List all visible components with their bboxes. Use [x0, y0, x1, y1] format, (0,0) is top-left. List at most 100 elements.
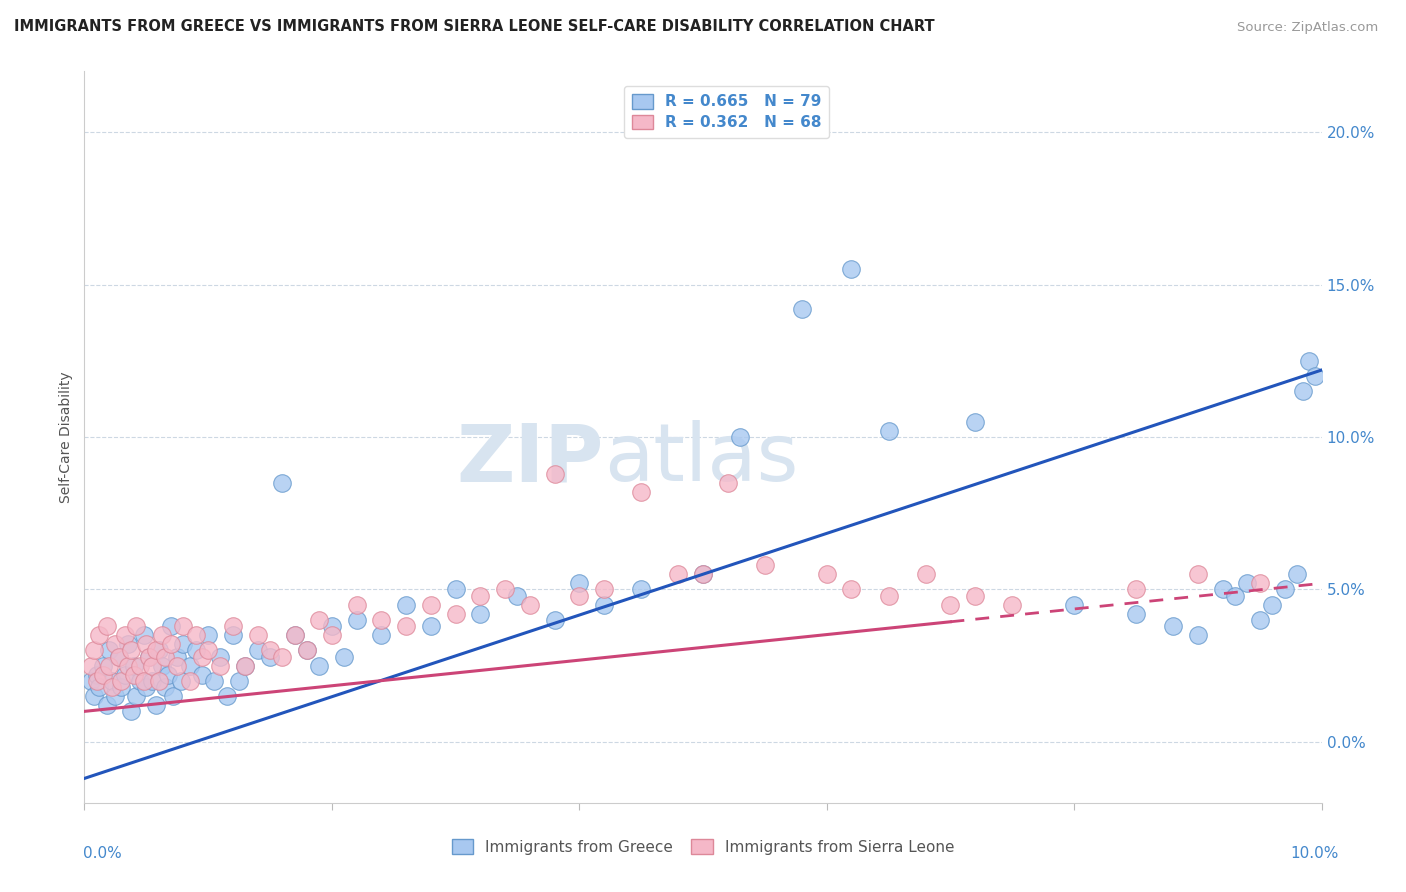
Point	[790, 301, 813, 317]
Point	[209, 649, 232, 664]
Point	[114, 628, 136, 642]
Point	[89, 680, 111, 694]
Point	[1249, 613, 1271, 627]
Text: IMMIGRANTS FROM GREECE VS IMMIGRANTS FROM SIERRA LEONE SELF-CARE DISABILITY CORR: IMMIGRANTS FROM GREECE VS IMMIGRANTS FRO…	[14, 20, 935, 34]
Point	[96, 619, 118, 633]
Point	[132, 673, 155, 688]
Point	[91, 667, 114, 681]
Point	[370, 628, 392, 642]
Point	[1212, 582, 1234, 597]
Point	[259, 649, 281, 664]
Text: 10.0%: 10.0%	[1291, 847, 1339, 861]
Point	[321, 628, 343, 642]
Point	[692, 567, 714, 582]
Point	[284, 628, 307, 642]
Point	[148, 673, 170, 688]
Point	[914, 567, 936, 582]
Point	[1292, 384, 1315, 399]
Point	[754, 558, 776, 573]
Point	[419, 619, 441, 633]
Point	[444, 582, 467, 597]
Point	[1249, 576, 1271, 591]
Point	[179, 673, 201, 688]
Point	[295, 643, 318, 657]
Text: ZIP: ZIP	[457, 420, 605, 498]
Point	[122, 658, 145, 673]
Point	[233, 658, 256, 673]
Point	[246, 643, 269, 657]
Point	[222, 619, 245, 633]
Point	[630, 582, 652, 597]
Point	[170, 673, 193, 688]
Point	[197, 628, 219, 642]
Point	[1285, 567, 1308, 582]
Point	[593, 582, 616, 597]
Point	[1305, 369, 1327, 384]
Point	[145, 698, 167, 713]
Point	[86, 667, 108, 681]
Point	[333, 649, 356, 664]
Point	[295, 643, 318, 657]
Point	[129, 673, 152, 688]
Point	[877, 589, 900, 603]
Point	[108, 649, 131, 664]
Point	[150, 658, 173, 673]
Point	[132, 628, 155, 642]
Point	[728, 430, 751, 444]
Point	[135, 637, 157, 651]
Point	[470, 607, 492, 621]
Point	[543, 467, 565, 481]
Point	[110, 680, 132, 694]
Point	[157, 667, 180, 681]
Point	[191, 649, 214, 664]
Point	[321, 619, 343, 633]
Text: 0.0%: 0.0%	[83, 847, 122, 861]
Point	[91, 658, 114, 673]
Point	[162, 689, 184, 703]
Point	[125, 619, 148, 633]
Point	[166, 649, 188, 664]
Point	[228, 673, 250, 688]
Point	[98, 658, 121, 673]
Point	[346, 613, 368, 627]
Point	[284, 628, 307, 642]
Point	[1187, 567, 1209, 582]
Point	[79, 673, 101, 688]
Point	[308, 613, 330, 627]
Point	[1125, 607, 1147, 621]
Point	[1223, 589, 1246, 603]
Point	[222, 628, 245, 642]
Point	[117, 658, 139, 673]
Point	[666, 567, 689, 582]
Point	[1261, 598, 1284, 612]
Point	[717, 475, 740, 490]
Point	[110, 673, 132, 688]
Point	[120, 643, 142, 657]
Point	[519, 598, 541, 612]
Point	[271, 475, 294, 490]
Point	[246, 628, 269, 642]
Point	[1063, 598, 1085, 612]
Point	[815, 567, 838, 582]
Text: Source: ZipAtlas.com: Source: ZipAtlas.com	[1237, 21, 1378, 34]
Point	[346, 598, 368, 612]
Point	[125, 689, 148, 703]
Point	[202, 673, 225, 688]
Point	[233, 658, 256, 673]
Point	[215, 689, 238, 703]
Legend: Immigrants from Greece, Immigrants from Sierra Leone: Immigrants from Greece, Immigrants from …	[446, 833, 960, 861]
Point	[100, 680, 122, 694]
Y-axis label: Self-Care Disability: Self-Care Disability	[59, 371, 73, 503]
Point	[1161, 619, 1184, 633]
Point	[184, 643, 207, 657]
Point	[104, 689, 127, 703]
Point	[117, 637, 139, 651]
Point	[271, 649, 294, 664]
Point	[179, 658, 201, 673]
Point	[145, 643, 167, 657]
Point	[83, 689, 105, 703]
Point	[148, 643, 170, 657]
Point	[1298, 354, 1320, 368]
Point	[120, 705, 142, 719]
Point	[506, 589, 529, 603]
